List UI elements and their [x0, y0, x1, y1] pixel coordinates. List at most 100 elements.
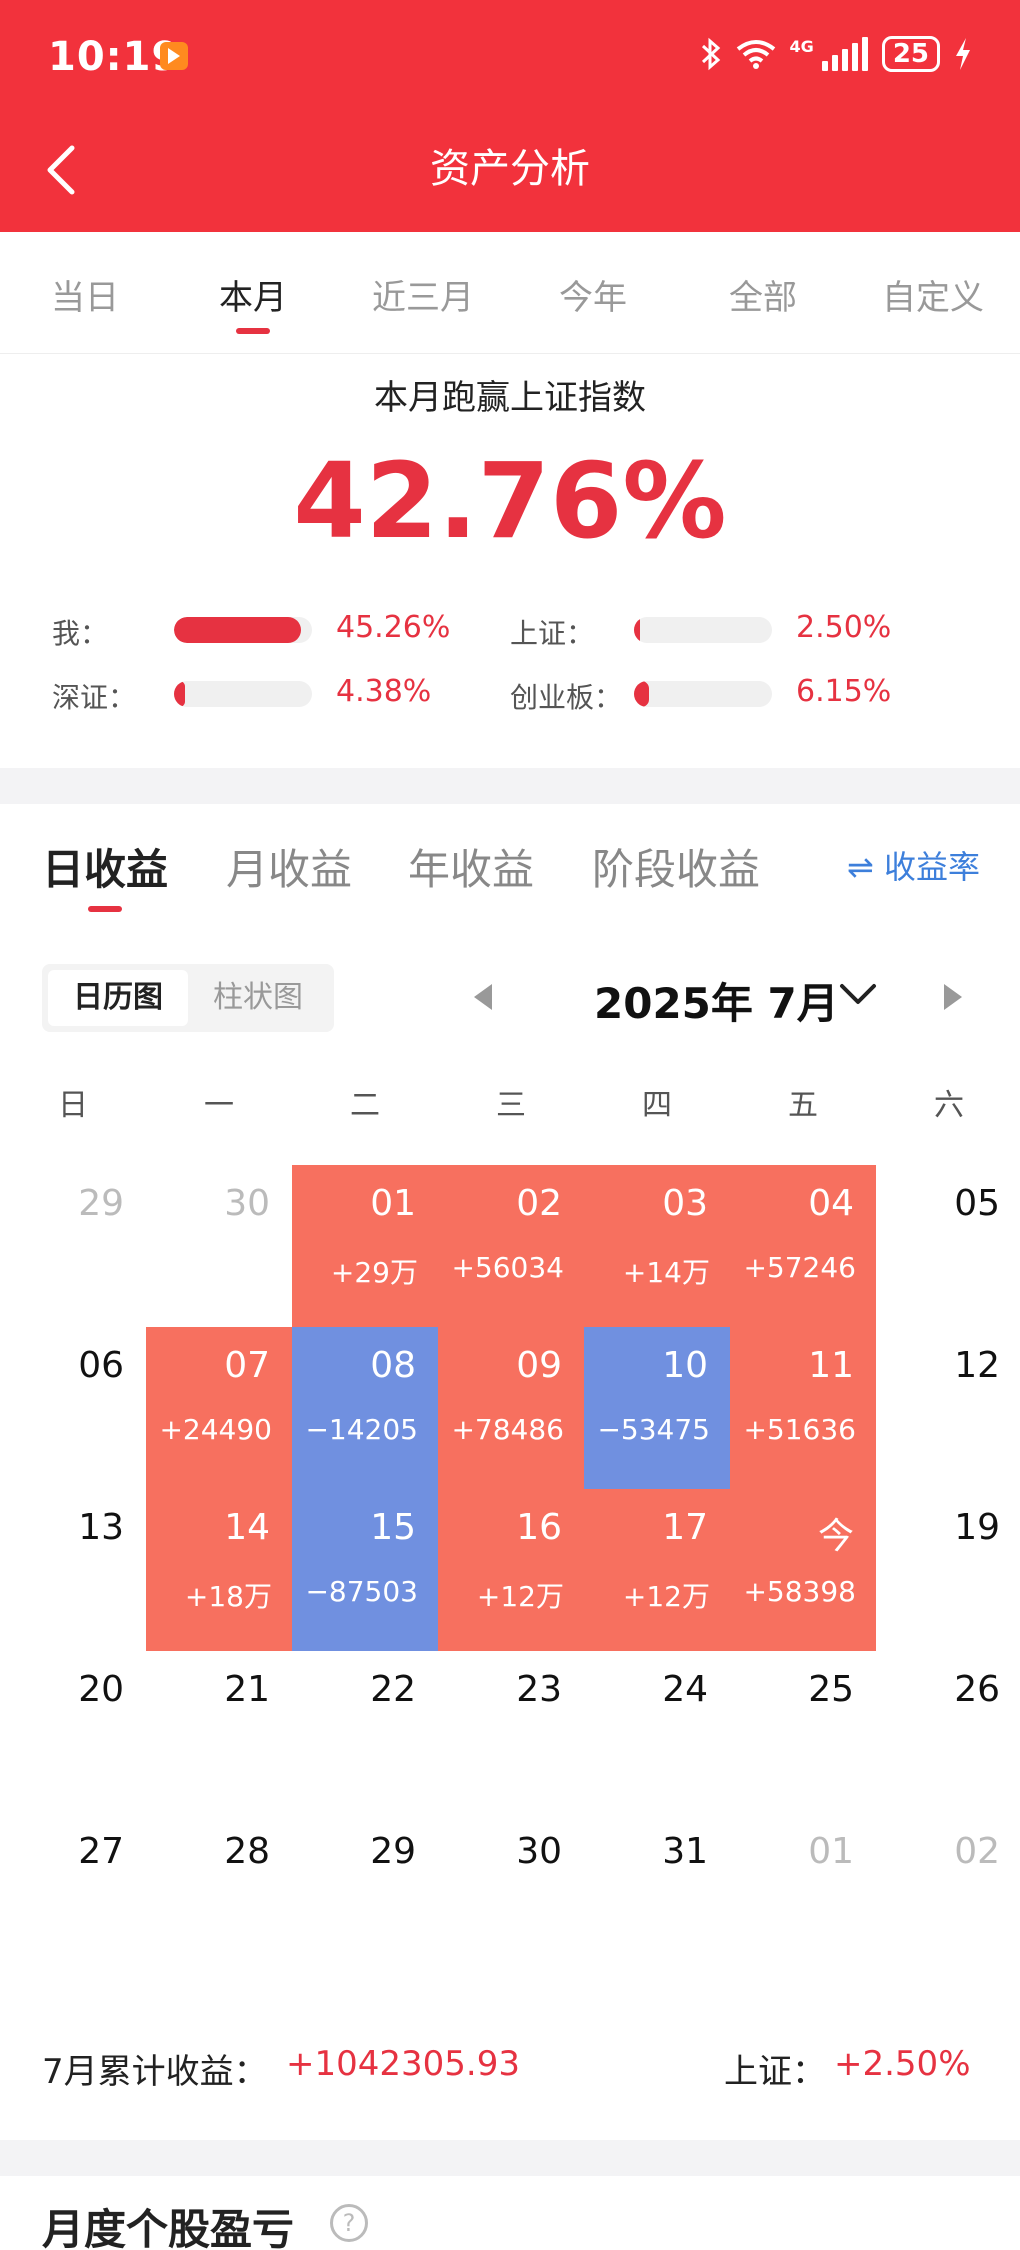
tab-daily-earnings[interactable]: 日收益 [42, 845, 169, 894]
tab-monthly-earnings[interactable]: 月收益 [226, 845, 353, 894]
day-earnings: −53475 [597, 1413, 710, 1446]
calendar-day-cell[interactable]: 12 [876, 1327, 1020, 1489]
prev-month-icon[interactable] [474, 984, 492, 1010]
calendar-day-cell[interactable]: 16 +12万 [438, 1489, 584, 1651]
calendar-day-cell[interactable]: 20 [0, 1651, 146, 1813]
day-number: 29 [78, 1183, 124, 1224]
calendar-day-cell[interactable]: 22 [292, 1651, 438, 1813]
monthly-total-value: +1042305.93 [286, 2044, 520, 2084]
active-tab-indicator [236, 328, 270, 334]
day-earnings: +78486 [451, 1413, 564, 1446]
section-divider [0, 2140, 1020, 2176]
calendar-day-cell[interactable]: 19 [876, 1489, 1020, 1651]
calendar-day-cell[interactable]: 04 +57246 [730, 1165, 876, 1327]
calendar-day-cell[interactable]: 29 [0, 1165, 146, 1327]
day-earnings: +12万 [622, 1580, 710, 1613]
help-icon[interactable]: ? [330, 2204, 368, 2242]
comparison-label-chinext: 创业板： [510, 681, 623, 714]
calendar-day-cell[interactable]: 01 [730, 1813, 876, 1975]
weekday-label: 日 [58, 1088, 88, 1123]
calendar-day-cell[interactable]: 09 +78486 [438, 1327, 584, 1489]
day-number: 10 [662, 1345, 708, 1386]
calendar-day-cell[interactable]: 31 [584, 1813, 730, 1975]
tab-last-three-months[interactable]: 近三月 [372, 278, 474, 318]
tab-period-earnings[interactable]: 阶段收益 [592, 845, 761, 894]
day-number: 12 [954, 1345, 1000, 1386]
day-number: 09 [516, 1345, 562, 1386]
calendar-day-cell[interactable]: 14 +18万 [146, 1489, 292, 1651]
section-divider [0, 768, 1020, 804]
calendar-day-cell[interactable]: 02 +56034 [438, 1165, 584, 1327]
calendar-day-cell[interactable]: 27 [0, 1813, 146, 1975]
tab-custom[interactable]: 自定义 [882, 278, 984, 318]
comparison-fill-me [174, 617, 301, 643]
tab-all[interactable]: 全部 [729, 278, 797, 318]
charging-icon [956, 38, 970, 70]
day-number: 15 [370, 1507, 416, 1548]
day-number: 17 [662, 1507, 708, 1548]
period-tabs: 当日 本月 近三月 今年 全部 自定义 [0, 232, 1020, 354]
wifi-icon [736, 40, 775, 69]
weekday-label: 五 [788, 1088, 818, 1123]
calendar-day-cell[interactable]: 21 [146, 1651, 292, 1813]
calendar-day-cell[interactable]: 07 +24490 [146, 1327, 292, 1489]
calendar-day-cell[interactable]: 13 [0, 1489, 146, 1651]
calendar-day-cell[interactable]: 08 −14205 [292, 1327, 438, 1489]
day-earnings: +58398 [743, 1575, 856, 1608]
calendar-day-cell[interactable]: 29 [292, 1813, 438, 1975]
tab-this-year[interactable]: 今年 [559, 278, 627, 318]
calendar-day-cell[interactable]: 23 [438, 1651, 584, 1813]
active-earnings-indicator [88, 906, 122, 912]
calendar-view-button[interactable]: 日历图 [48, 970, 188, 1026]
calendar-day-cell[interactable]: 30 [146, 1165, 292, 1327]
tab-today[interactable]: 当日 [51, 278, 119, 318]
next-month-icon[interactable] [944, 984, 962, 1010]
calendar-day-cell[interactable]: 30 [438, 1813, 584, 1975]
day-number: 16 [516, 1507, 562, 1548]
day-number: 31 [662, 1831, 708, 1872]
bar-view-button[interactable]: 柱状图 [213, 980, 303, 1015]
index-value: +2.50% [834, 2044, 971, 2084]
day-number: 01 [808, 1831, 854, 1872]
chevron-down-icon[interactable] [836, 980, 880, 1010]
day-number: 25 [808, 1669, 854, 1710]
page-title: 资产分析 [430, 146, 590, 192]
calendar-day-cell[interactable]: 28 [146, 1813, 292, 1975]
comparison-bar-shanghai [634, 617, 772, 643]
day-number: 27 [78, 1831, 124, 1872]
calendar-day-cell[interactable]: 15 −87503 [292, 1489, 438, 1651]
status-icons: 4G 25 [700, 36, 972, 72]
calendar-day-cell[interactable]: 26 [876, 1651, 1020, 1813]
back-icon[interactable] [40, 140, 84, 200]
day-earnings: +12万 [476, 1580, 564, 1613]
battery-level: 25 [881, 36, 940, 72]
tab-yearly-earnings[interactable]: 年收益 [408, 845, 535, 894]
month-title[interactable]: 2025年 7月 [594, 979, 839, 1028]
calendar-day-cell[interactable]: 11 +51636 [730, 1327, 876, 1489]
calendar-day-cell[interactable]: 25 [730, 1651, 876, 1813]
weekday-label: 四 [642, 1088, 672, 1123]
calendar-grid: 29 30 01 +29万 02 +56034 03 +14万 04 +57246 05 06 07 +2… [0, 1165, 1020, 1975]
calendar-day-cell[interactable]: 02 [876, 1813, 1020, 1975]
comparison-label-me: 我： [52, 617, 109, 650]
day-number: 08 [370, 1345, 416, 1386]
day-number: 30 [224, 1183, 270, 1224]
monthly-total-label: 7月累计收益： [42, 2052, 268, 2092]
day-number: 11 [808, 1345, 854, 1386]
calendar-day-cell[interactable]: 17 +12万 [584, 1489, 730, 1651]
calendar-day-cell[interactable]: 10 −53475 [584, 1327, 730, 1489]
notification-app-icon [160, 42, 188, 70]
calendar-day-cell[interactable]: 03 +14万 [584, 1165, 730, 1327]
tab-this-month[interactable]: 本月 [219, 278, 287, 318]
rate-switch-button[interactable]: ⇌ 收益率 [847, 848, 980, 886]
day-number: 07 [224, 1345, 270, 1386]
calendar-day-cell[interactable]: 今 +58398 [730, 1489, 876, 1651]
calendar-day-cell[interactable]: 24 [584, 1651, 730, 1813]
day-number: 今 [817, 1516, 854, 1557]
comparison-bar-me [174, 617, 312, 643]
calendar-day-cell[interactable]: 05 [876, 1165, 1020, 1327]
day-number: 22 [370, 1669, 416, 1710]
calendar-day-cell[interactable]: 01 +29万 [292, 1165, 438, 1327]
calendar-day-cell[interactable]: 06 [0, 1327, 146, 1489]
section-title: 月度个股盈亏 [42, 2205, 295, 2250]
